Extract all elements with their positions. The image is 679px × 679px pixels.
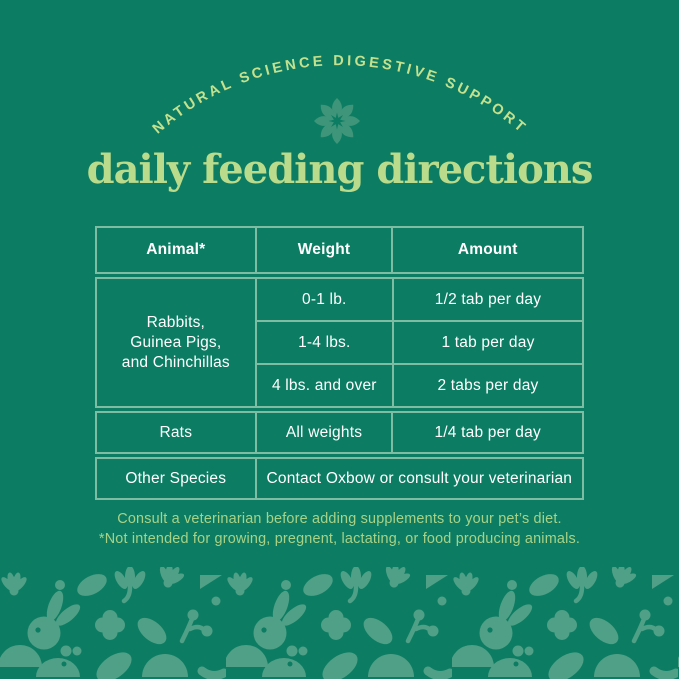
page-title: daily feeding directions (86, 146, 594, 193)
pattern-band (0, 567, 679, 679)
table-header-row: Animal* Weight Amount (95, 226, 584, 274)
table-row-other-species: Other Species Contact Oxbow or consult y… (95, 457, 584, 500)
table-group-rabbits: Rabbits, Guinea Pigs, and Chinchillas 0-… (95, 277, 584, 408)
table-row-rats: Rats All weights 1/4 tab per day (95, 411, 584, 454)
footnote-line-2: *Not intended for growing, pregnent, lac… (98, 530, 581, 547)
footnotes: Consult a veterinarian before adding sup… (0, 510, 679, 549)
other-species-note-cell: Contact Oxbow or consult your veterinari… (254, 459, 582, 498)
weight-cell: 4 lbs. and over (271, 376, 377, 394)
amount-cell: 1/4 tab per day (391, 413, 582, 452)
header-weight: Weight (254, 228, 392, 272)
table-row: 0-1 lb. 1/2 tab per day (257, 279, 582, 320)
rabbits-subrows: 0-1 lb. 1/2 tab per day 1-4 lbs. 1 tab p… (254, 279, 582, 406)
table-row: 4 lbs. and over 2 tabs per day (256, 363, 582, 406)
amount-cell: 2 tabs per day (391, 365, 582, 406)
header-amount: Amount (391, 228, 582, 272)
animal-cell-rabbits: Rabbits, Guinea Pigs, and Chinchillas (121, 313, 230, 371)
weight-cell: 1-4 lbs. (298, 333, 351, 351)
header-arc: NATURAL SCIENCE DIGESTIVE SUPPORT (150, 53, 527, 144)
feeding-table: Animal* Weight Amount Rabbits, Guinea Pi… (95, 226, 584, 500)
weight-cell: 0-1 lb. (302, 290, 347, 308)
animal-cell-other: Other Species (125, 469, 227, 487)
rosette-flower-icon (314, 98, 360, 144)
amount-cell: 1/2 tab per day (391, 279, 582, 320)
bottom-decorative-pattern (0, 567, 679, 679)
amount-cell: 1 tab per day (391, 322, 582, 363)
weight-cell: All weights (254, 413, 392, 452)
footnote-line-1: Consult a veterinarian before adding sup… (117, 511, 562, 527)
table-row: 1-4 lbs. 1 tab per day (256, 320, 582, 363)
header-animal: Animal* (146, 241, 206, 258)
animal-cell-rats: Rats (159, 423, 193, 441)
